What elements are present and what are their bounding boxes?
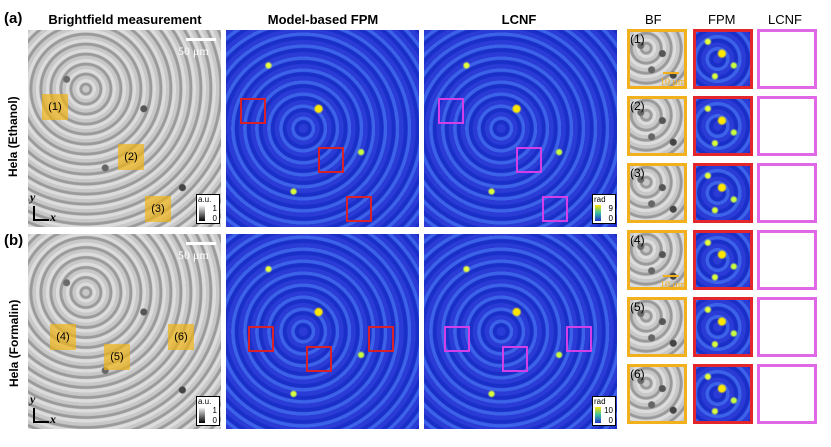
crop-lcnf-6: [757, 364, 817, 424]
crop-bf-5: [627, 297, 687, 357]
colorbar-bf-top: a.u. 1 0: [196, 194, 220, 224]
lcnf-roi-1: [438, 98, 464, 124]
roi-2: (2): [118, 144, 144, 170]
axis-y-top: y: [30, 190, 36, 204]
crop-fpm-2: [693, 96, 753, 156]
colorbar-bf-bottom: a.u. 1 0: [196, 396, 220, 426]
axis-x-bottom: x: [50, 412, 56, 426]
crop-label-5: (5): [630, 300, 645, 314]
scalebar-label-bottom: 50 μm: [178, 248, 209, 262]
header-model-fpm: Model-based FPM: [267, 12, 379, 27]
crop-label-1: (1): [630, 32, 645, 46]
fpm-roi-2: [318, 147, 344, 173]
roi-4: (4): [50, 324, 76, 350]
header-crop-fpm: FPM: [708, 12, 736, 27]
fpm-roi-6: [368, 326, 394, 352]
brightfield-image-top: 50 μm (1) (2) (3) a.u. 1 0 y x: [28, 30, 221, 227]
fpm-roi-3: [346, 196, 372, 222]
crop-bf-2: [627, 96, 687, 156]
lcnf-image-top: rad 9 0: [424, 30, 617, 227]
scalebar-bottom: [186, 242, 216, 245]
header-lcnf: LCNF: [501, 12, 537, 27]
roi-1: (1): [42, 94, 68, 120]
panel-b-label: (b): [4, 232, 24, 249]
crop-fpm-3: [693, 163, 753, 223]
crop-scalebar-top: [663, 72, 679, 74]
scalebar-label-top: 50 μm: [178, 44, 209, 58]
crop-fpm-6: [693, 364, 753, 424]
axis-y-bottom: y: [30, 392, 36, 406]
roi-6: (6): [168, 324, 194, 350]
lcnf-roi-2: [516, 147, 542, 173]
crop-lcnf-4: [757, 230, 817, 290]
crop-scalebar-bottom: [663, 275, 679, 277]
fpm-image-bottom: [226, 234, 419, 429]
colorbar-lcnf-top: rad 9 0: [592, 194, 616, 224]
row-label-ethanol: Hela (Ethanol): [6, 96, 20, 177]
roi-3: (3): [145, 196, 171, 222]
brightfield-image-bottom: 50 μm (4) (5) (6) a.u. 1 0 y x: [28, 234, 221, 429]
crop-bf-3: [627, 163, 687, 223]
fpm-roi-1: [240, 98, 266, 124]
fpm-roi-4: [248, 326, 274, 352]
crop-scalebar-label-bottom: 10 μm: [660, 280, 686, 291]
axis-x-top: x: [50, 210, 56, 224]
row-label-formalin: Hela (Formalin): [7, 299, 21, 387]
crop-bf-4: [627, 230, 687, 290]
roi-5: (5): [104, 344, 130, 370]
lcnf-image-bottom: rad 10 0: [424, 234, 617, 429]
crop-fpm-5: [693, 297, 753, 357]
scalebar-top: [186, 38, 216, 41]
crop-lcnf-5: [757, 297, 817, 357]
lcnf-roi-3: [542, 196, 568, 222]
crop-lcnf-2: [757, 96, 817, 156]
crop-bf-1: [627, 29, 687, 89]
lcnf-roi-5: [502, 346, 528, 372]
header-crop-lcnf: LCNF: [768, 12, 802, 27]
crop-scalebar-label-top: 10 μm: [660, 77, 686, 88]
crop-lcnf-3: [757, 163, 817, 223]
colorbar-lcnf-bottom: rad 10 0: [592, 396, 616, 426]
fpm-roi-5: [306, 346, 332, 372]
crop-fpm-4: [693, 230, 753, 290]
crop-label-3: (3): [630, 166, 645, 180]
header-brightfield: Brightfield measurement: [48, 12, 202, 27]
crop-label-4: (4): [630, 233, 645, 247]
crop-label-6: (6): [630, 367, 645, 381]
crop-bf-6: [627, 364, 687, 424]
lcnf-roi-4: [444, 326, 470, 352]
crop-label-2: (2): [630, 99, 645, 113]
fpm-image-top: [226, 30, 419, 227]
panel-a-label: (a): [4, 10, 23, 27]
header-crop-bf: BF: [645, 12, 662, 27]
crop-fpm-1: [693, 29, 753, 89]
crop-lcnf-1: [757, 29, 817, 89]
lcnf-roi-6: [566, 326, 592, 352]
